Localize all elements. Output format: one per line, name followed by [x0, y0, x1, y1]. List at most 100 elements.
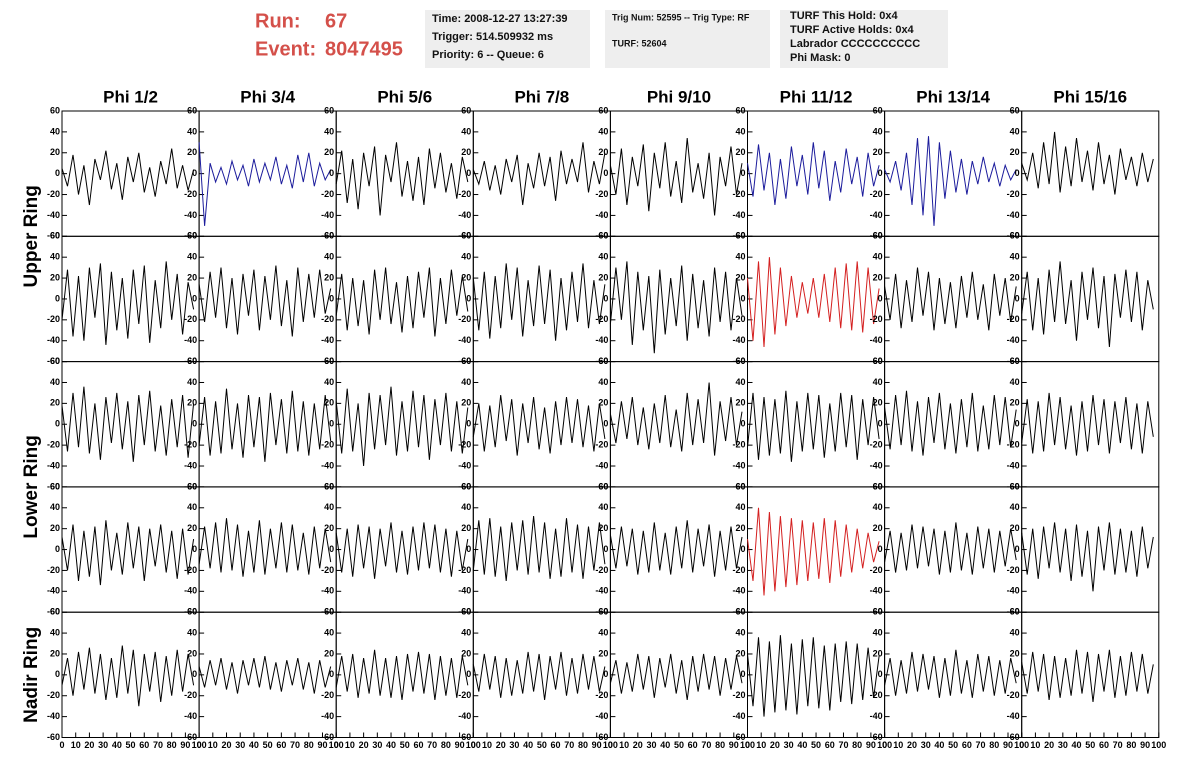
- y-tick-label: 40: [324, 377, 334, 387]
- y-tick-label: 60: [1010, 607, 1020, 617]
- y-tick-label: 60: [598, 607, 608, 617]
- y-tick-label: 20: [735, 523, 745, 533]
- info-text: Trig Num: 52595 -- Trig Type: RF: [612, 12, 750, 22]
- x-tick-label: 100: [1151, 740, 1166, 750]
- y-tick-label: 40: [1010, 627, 1020, 637]
- y-tick-label: 40: [187, 502, 197, 512]
- y-tick-label: 40: [598, 252, 608, 262]
- y-tick-label: -60: [595, 231, 608, 241]
- y-tick-label: -40: [595, 711, 608, 721]
- x-tick-label: 20: [84, 740, 94, 750]
- y-tick-label: -60: [732, 481, 745, 491]
- y-tick-label: -20: [732, 690, 745, 700]
- y-tick-label: -20: [870, 440, 883, 450]
- y-tick-label: -40: [458, 335, 471, 345]
- panel-frame: [472, 361, 611, 488]
- y-tick-label: 20: [873, 648, 883, 658]
- y-tick-label: -60: [47, 231, 60, 241]
- waveform: [61, 148, 195, 206]
- y-tick-label: -60: [1007, 231, 1020, 241]
- y-tick-label: -40: [595, 586, 608, 596]
- x-tick-label: 10: [345, 740, 355, 750]
- column-header: Phi 13/14: [916, 87, 990, 106]
- x-tick-label: 50: [674, 740, 684, 750]
- y-tick-label: 20: [324, 272, 334, 282]
- y-tick-label: 0: [466, 544, 471, 554]
- y-tick-label: -20: [184, 690, 197, 700]
- y-tick-label: 40: [1010, 502, 1020, 512]
- y-tick-label: -20: [595, 314, 608, 324]
- y-tick-label: -40: [870, 335, 883, 345]
- y-tick-label: 20: [873, 147, 883, 157]
- x-tick-label: 0: [334, 740, 339, 750]
- y-tick-label: 0: [740, 419, 745, 429]
- y-tick-label: -20: [184, 189, 197, 199]
- y-tick-label: 0: [192, 293, 197, 303]
- y-tick-label: -40: [870, 711, 883, 721]
- y-tick-label: 20: [324, 523, 334, 533]
- x-tick-label: 60: [962, 740, 972, 750]
- info-text: Time: 2008-12-27 13:27:39: [432, 13, 568, 25]
- x-tick-label: 60: [413, 740, 423, 750]
- x-tick-label: 30: [921, 740, 931, 750]
- y-tick-label: 20: [1010, 398, 1020, 408]
- y-tick-label: -20: [47, 440, 60, 450]
- x-tick-label: 30: [235, 740, 245, 750]
- y-tick-label: 20: [50, 147, 60, 157]
- x-tick-label: 60: [688, 740, 698, 750]
- y-tick-label: -40: [595, 335, 608, 345]
- y-tick-label: 40: [735, 126, 745, 136]
- x-tick-label: 0: [882, 740, 887, 750]
- y-tick-label: 20: [1010, 523, 1020, 533]
- x-tick-label: 50: [537, 740, 547, 750]
- info-text: Priority: 6 -- Queue: 6: [432, 49, 544, 61]
- y-tick-label: 0: [329, 669, 334, 679]
- y-tick-label: 0: [55, 669, 60, 679]
- y-tick-label: -20: [458, 440, 471, 450]
- y-tick-label: -60: [321, 732, 334, 742]
- y-tick-label: 60: [461, 356, 471, 366]
- waveform: [747, 142, 880, 206]
- y-tick-label: 0: [740, 168, 745, 178]
- y-tick-label: -40: [595, 210, 608, 220]
- x-tick-label: 90: [1140, 740, 1150, 750]
- y-tick-label: 0: [192, 669, 197, 679]
- y-tick-label: -20: [184, 565, 197, 575]
- y-tick-label: 20: [735, 147, 745, 157]
- y-tick-label: -40: [1007, 586, 1020, 596]
- y-tick-label: 0: [1015, 544, 1020, 554]
- y-tick-label: 60: [187, 356, 197, 366]
- waveform: [61, 386, 195, 462]
- run-number: 67: [325, 10, 347, 32]
- x-tick-label: 30: [1058, 740, 1068, 750]
- waveform: [335, 386, 469, 467]
- y-tick-label: 40: [187, 377, 197, 387]
- y-tick-label: -40: [184, 460, 197, 470]
- waveform: [884, 136, 1017, 226]
- x-tick-label: 100: [1014, 740, 1029, 750]
- x-tick-label: 100: [329, 740, 344, 750]
- y-tick-label: 40: [873, 126, 883, 136]
- x-tick-label: 90: [866, 740, 876, 750]
- y-tick-label: -20: [321, 565, 334, 575]
- y-tick-label: 60: [187, 481, 197, 491]
- y-tick-label: -40: [870, 460, 883, 470]
- x-tick-label: 10: [482, 740, 492, 750]
- y-tick-label: -40: [47, 210, 60, 220]
- y-tick-label: 60: [324, 481, 334, 491]
- y-tick-label: -40: [732, 711, 745, 721]
- y-tick-label: -20: [1007, 565, 1020, 575]
- x-tick-label: 80: [441, 740, 451, 750]
- y-tick-label: 20: [873, 523, 883, 533]
- y-tick-label: 60: [735, 356, 745, 366]
- y-tick-label: 40: [187, 126, 197, 136]
- y-tick-label: 20: [461, 398, 471, 408]
- y-tick-label: 20: [735, 398, 745, 408]
- y-tick-label: -60: [870, 481, 883, 491]
- x-tick-label: 30: [509, 740, 519, 750]
- column-header: Phi 1/2: [103, 87, 158, 106]
- y-tick-label: 40: [873, 377, 883, 387]
- x-tick-label: 0: [197, 740, 202, 750]
- y-tick-label: 20: [50, 523, 60, 533]
- x-tick-label: 40: [386, 740, 396, 750]
